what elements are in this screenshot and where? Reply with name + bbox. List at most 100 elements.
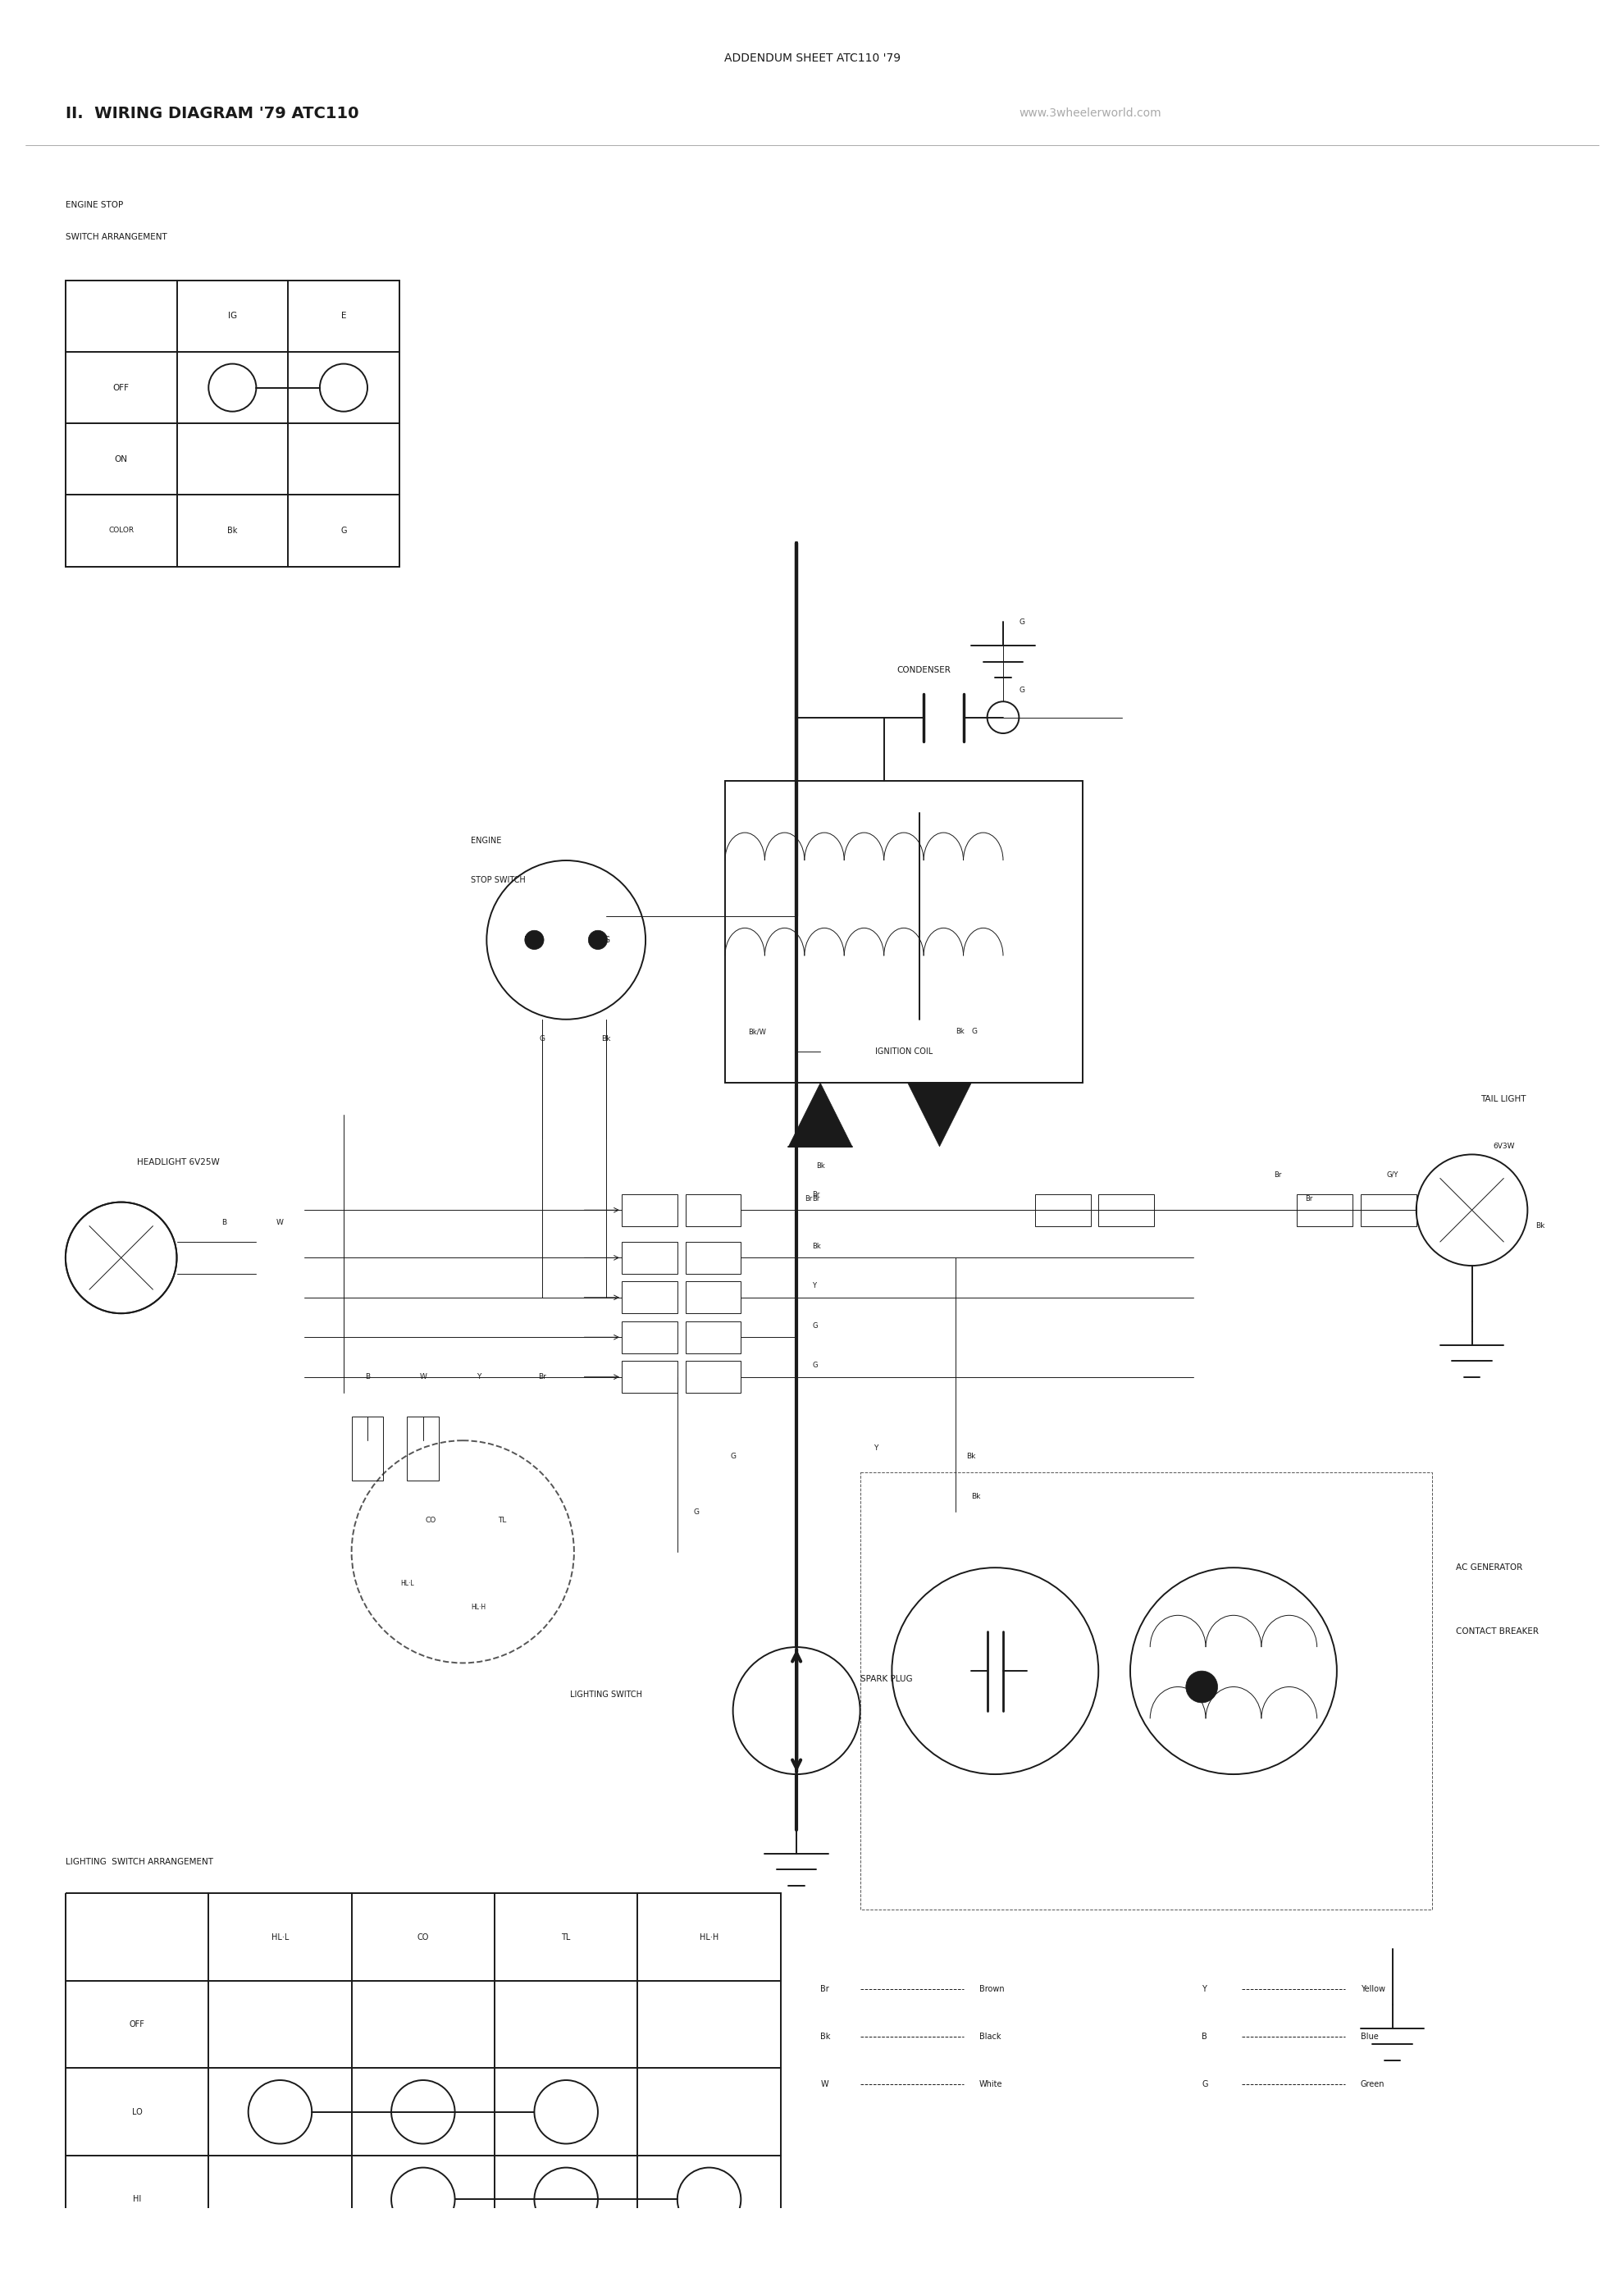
Text: CONDENSER: CONDENSER — [896, 665, 950, 674]
Text: Br: Br — [538, 1373, 546, 1380]
Text: E: E — [523, 936, 529, 945]
Text: SPARK PLUG: SPARK PLUG — [859, 1676, 911, 1683]
Text: LIGHTING  SWITCH ARRANGEMENT: LIGHTING SWITCH ARRANGEMENT — [65, 1858, 213, 1865]
Text: Bk: Bk — [820, 2033, 830, 2040]
Text: Bk: Bk — [955, 1027, 963, 1036]
Bar — [724, 781, 1082, 1084]
Text: G: G — [1018, 619, 1025, 626]
Text: Y: Y — [1202, 1986, 1207, 1992]
Text: Br: Br — [812, 1191, 820, 1198]
Bar — [685, 1321, 741, 1353]
Text: IGNITION COIL: IGNITION COIL — [875, 1047, 932, 1054]
Text: CO: CO — [417, 1933, 429, 1942]
Text: HEADLIGHT 6V25W: HEADLIGHT 6V25W — [136, 1159, 219, 1166]
Text: G: G — [693, 1507, 698, 1516]
Text: HL·L: HL·L — [400, 1580, 414, 1587]
Circle shape — [1186, 1671, 1216, 1703]
Polygon shape — [908, 1084, 971, 1148]
Text: www.3wheelerworld.com: www.3wheelerworld.com — [1018, 107, 1161, 118]
Text: G: G — [341, 526, 346, 535]
Polygon shape — [788, 1084, 851, 1148]
Bar — [622, 1193, 677, 1225]
Text: ON: ON — [115, 455, 128, 462]
Bar — [1034, 1193, 1090, 1225]
Text: HI: HI — [133, 2195, 141, 2204]
Bar — [351, 1416, 383, 1480]
Text: IG: IG — [601, 936, 611, 945]
Text: Bk: Bk — [966, 1453, 976, 1460]
Text: Bk: Bk — [971, 1491, 981, 1501]
Text: G: G — [1018, 685, 1025, 694]
Text: IG: IG — [227, 312, 237, 321]
Text: G: G — [729, 1453, 736, 1460]
Bar — [1359, 1193, 1416, 1225]
Bar — [685, 1362, 741, 1394]
Circle shape — [588, 931, 607, 950]
Text: W: W — [820, 2079, 828, 2088]
Text: W: W — [419, 1373, 427, 1380]
Text: Br: Br — [1273, 1170, 1281, 1177]
Text: Br: Br — [812, 1195, 820, 1202]
Text: Br: Br — [1304, 1195, 1312, 1202]
Text: G: G — [971, 1027, 976, 1036]
Bar — [622, 1362, 677, 1394]
Text: Bk: Bk — [815, 1161, 825, 1170]
Text: B: B — [1202, 2033, 1207, 2040]
Bar — [685, 1193, 741, 1225]
Bar — [65, 280, 400, 567]
Text: Y: Y — [476, 1373, 481, 1380]
Bar — [1098, 1193, 1153, 1225]
Text: LIGHTING SWITCH: LIGHTING SWITCH — [570, 1692, 641, 1699]
Text: 6V3W: 6V3W — [1492, 1143, 1514, 1150]
Text: Bk: Bk — [1535, 1223, 1544, 1230]
Bar — [65, 1894, 780, 2277]
Text: G: G — [539, 1036, 546, 1043]
Text: Bk: Bk — [601, 1036, 611, 1043]
Text: OFF: OFF — [130, 2020, 145, 2029]
Text: STOP SWITCH: STOP SWITCH — [471, 877, 525, 883]
Text: G/Y: G/Y — [1385, 1170, 1398, 1177]
Text: White: White — [979, 2079, 1002, 2088]
Text: ADDENDUM SHEET ATC110 '79: ADDENDUM SHEET ATC110 '79 — [724, 52, 900, 64]
Text: Black: Black — [979, 2033, 1000, 2040]
Circle shape — [525, 931, 544, 950]
Bar — [859, 1473, 1431, 1910]
Text: G: G — [812, 1362, 817, 1368]
Text: Br: Br — [820, 1986, 828, 1992]
Text: Bk/W: Bk/W — [747, 1027, 765, 1036]
Text: HL·H: HL·H — [471, 1603, 486, 1612]
Text: HL·L: HL·L — [271, 1933, 289, 1942]
Text: Y: Y — [812, 1282, 817, 1289]
Bar — [1296, 1193, 1353, 1225]
Text: TL: TL — [562, 1933, 570, 1942]
Bar — [408, 1416, 438, 1480]
Text: Brown: Brown — [979, 1986, 1004, 1992]
Text: OFF: OFF — [114, 383, 130, 392]
Text: LO: LO — [132, 2109, 143, 2115]
Text: B: B — [365, 1373, 370, 1380]
Bar — [685, 1282, 741, 1314]
Text: E: E — [341, 312, 346, 321]
Text: HL·H: HL·H — [700, 1933, 718, 1942]
Text: SWITCH ARRANGEMENT: SWITCH ARRANGEMENT — [65, 232, 167, 241]
Text: II.  WIRING DIAGRAM '79 ATC110: II. WIRING DIAGRAM '79 ATC110 — [65, 105, 359, 121]
Text: B: B — [222, 1218, 227, 1225]
Text: Y: Y — [874, 1446, 877, 1453]
Text: ENGINE STOP: ENGINE STOP — [65, 200, 123, 209]
Text: CO: CO — [425, 1516, 437, 1523]
Text: Yellow: Yellow — [1359, 1986, 1385, 1992]
Text: G: G — [812, 1323, 817, 1330]
Text: TAIL LIGHT: TAIL LIGHT — [1479, 1095, 1525, 1102]
Bar — [685, 1241, 741, 1273]
Text: Br: Br — [804, 1195, 812, 1202]
Bar — [622, 1321, 677, 1353]
Text: Bk: Bk — [227, 526, 237, 535]
Text: CONTACT BREAKER: CONTACT BREAKER — [1455, 1628, 1538, 1635]
Text: W: W — [276, 1218, 284, 1225]
Text: Blue: Blue — [1359, 2033, 1377, 2040]
Text: G: G — [1202, 2079, 1207, 2088]
Text: ENGINE: ENGINE — [471, 836, 502, 845]
Text: Green: Green — [1359, 2079, 1384, 2088]
Bar — [622, 1282, 677, 1314]
Text: TL: TL — [499, 1516, 507, 1523]
